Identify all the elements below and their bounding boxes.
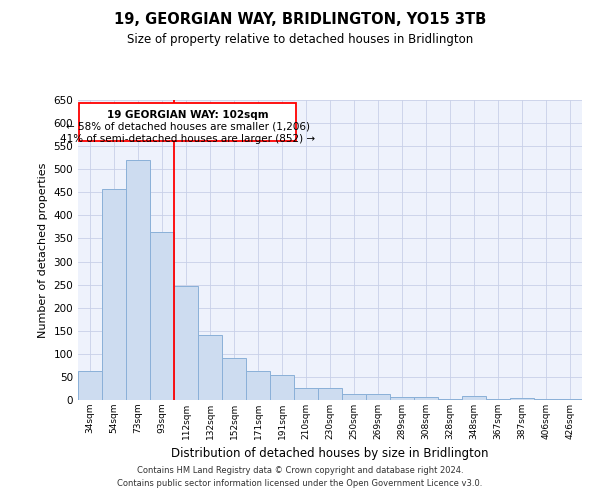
Text: Size of property relative to detached houses in Bridlington: Size of property relative to detached ho… xyxy=(127,32,473,46)
Bar xyxy=(246,372,270,400)
Text: 19 GEORGIAN WAY: 102sqm: 19 GEORGIAN WAY: 102sqm xyxy=(107,110,269,120)
Text: ← 58% of detached houses are smaller (1,206): ← 58% of detached houses are smaller (1,… xyxy=(66,122,310,132)
Bar xyxy=(174,286,198,400)
Bar xyxy=(78,372,102,400)
Bar xyxy=(486,398,510,400)
Bar xyxy=(390,397,414,400)
Bar xyxy=(366,394,390,400)
X-axis label: Distribution of detached houses by size in Bridlington: Distribution of detached houses by size … xyxy=(171,448,489,460)
Bar xyxy=(222,358,246,400)
Bar xyxy=(414,397,438,400)
Bar xyxy=(558,399,582,400)
Bar xyxy=(294,388,318,400)
Text: Contains HM Land Registry data © Crown copyright and database right 2024.
Contai: Contains HM Land Registry data © Crown c… xyxy=(118,466,482,487)
Bar xyxy=(462,396,486,400)
Bar xyxy=(438,398,462,400)
Bar xyxy=(126,160,150,400)
Bar xyxy=(198,336,222,400)
Bar xyxy=(510,398,534,400)
Bar xyxy=(270,374,294,400)
FancyBboxPatch shape xyxy=(79,103,296,141)
Text: 41% of semi-detached houses are larger (852) →: 41% of semi-detached houses are larger (… xyxy=(60,134,316,143)
Bar xyxy=(534,398,558,400)
Bar xyxy=(342,394,366,400)
Bar xyxy=(150,232,174,400)
Text: 19, GEORGIAN WAY, BRIDLINGTON, YO15 3TB: 19, GEORGIAN WAY, BRIDLINGTON, YO15 3TB xyxy=(114,12,486,28)
Bar xyxy=(318,388,342,400)
Y-axis label: Number of detached properties: Number of detached properties xyxy=(38,162,48,338)
Bar xyxy=(102,189,126,400)
